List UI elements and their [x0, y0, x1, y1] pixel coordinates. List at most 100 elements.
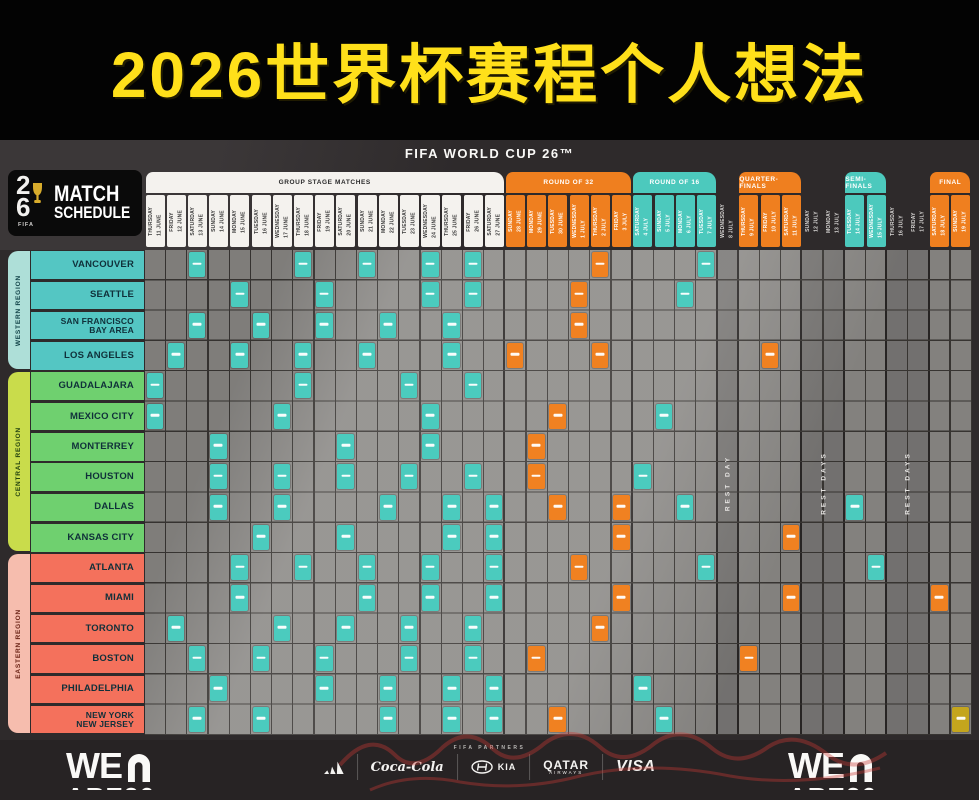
grid-column [145, 250, 165, 735]
match-cell-final [952, 706, 969, 732]
date-header-text: THURSDAY 2 JULY [592, 206, 608, 236]
rest-day-label: REST DAY [724, 454, 732, 511]
match-cell-r32 [528, 646, 545, 672]
date-header-text: TUESDAY 23 JUNE [402, 208, 417, 234]
date-header: MONDAY 15 JUNE [230, 195, 250, 247]
date-header-text: THURSDAY 9 JULY [741, 206, 756, 236]
city-label: VANCOUVER [31, 251, 144, 279]
date-header: WEDNESDAY 24 JUNE [421, 195, 441, 247]
match-cell-group [210, 676, 227, 702]
match-cell-r16 [676, 494, 694, 520]
city-label: NEW YORK NEW JERSEY [31, 705, 144, 734]
date-header: MONDAY 13 JULY [824, 195, 843, 247]
date-header: SUNDAY 12 JULY [803, 195, 822, 247]
match-cell-group [167, 342, 185, 369]
emblem-digit-2: 2 [16, 170, 31, 200]
city-label: MONTERREY [31, 433, 144, 461]
region-tab-label: EASTERN REGION [14, 608, 22, 679]
match-cell-group [422, 282, 439, 308]
trophy-icon [33, 183, 42, 203]
date-header: TUESDAY 16 JUNE [251, 195, 271, 247]
date-header-text: MONDAY 15 JUNE [232, 209, 247, 233]
stage-header-final: FINAL [930, 172, 971, 193]
city-label: PHILADELPHIA [31, 675, 144, 704]
grid-column [590, 250, 611, 735]
stage-header-r32: ROUND OF 32 [506, 172, 632, 193]
match-schedule-line2: SCHEDULE [54, 204, 131, 223]
we26-logo-left: WE ARE26 [66, 747, 155, 790]
match-cell-group [401, 615, 418, 641]
date-header: SUNDAY 19 JULY [951, 195, 971, 247]
match-cell-group [273, 615, 291, 641]
match-cell-sf [846, 494, 863, 520]
city-label: ATLANTA [31, 554, 144, 582]
grid-column [950, 250, 971, 735]
match-cell-r16 [655, 706, 672, 732]
date-header: THURSDAY 16 JULY [888, 195, 907, 247]
match-cell-group [231, 342, 248, 369]
grid-column [611, 250, 632, 735]
schedule-grid: REST DAY REST DAYS REST DAYS [145, 250, 972, 735]
sponsor-divider [356, 754, 358, 780]
match-cell-group [379, 706, 397, 732]
date-header: THURSDAY 25 JUNE [442, 195, 462, 247]
match-cell-group [443, 676, 460, 702]
city-label: SAN FRANCISCO BAY AREA [31, 311, 144, 340]
match-cell-group [485, 585, 503, 611]
date-header-text: WEDNESDAY 24 JUNE [423, 204, 438, 238]
date-header-text: THURSDAY 18 JUNE [296, 206, 311, 236]
match-cell-group [422, 252, 439, 278]
match-cell-r32 [613, 494, 630, 520]
city-label: KANSAS CITY [31, 524, 144, 552]
grid-column [865, 250, 886, 735]
date-header: TUESDAY 30 JUNE [548, 195, 568, 247]
match-cell-sf [867, 555, 884, 581]
date-header: WEDNESDAY 8 JULY [718, 195, 737, 247]
hyundai-oval-icon [471, 760, 493, 774]
sponsor-divider [529, 754, 531, 780]
date-header: MONDAY 29 JUNE [527, 195, 547, 247]
date-header-text: FRIDAY 10 JULY [762, 210, 778, 232]
date-header: WEDNESDAY 1 JULY [569, 195, 589, 247]
date-header: FRIDAY 3 JULY [612, 195, 632, 247]
match-cell-group [443, 342, 460, 369]
grid-column [547, 250, 568, 735]
date-header: MONDAY 22 JUNE [378, 195, 398, 247]
match-cell-group [295, 252, 312, 278]
match-cell-group [146, 403, 163, 429]
match-cell-group [295, 555, 312, 581]
match-cell-group [485, 494, 503, 520]
stage-header-sf: SEMI-FINALS [845, 172, 886, 193]
grid-column [293, 250, 314, 735]
match-cell-group [316, 646, 333, 672]
title-banner: 2026世界杯赛程个人想法 [0, 0, 979, 140]
match-cell-group [273, 464, 291, 490]
date-header: FRIDAY 17 JULY [909, 195, 928, 247]
match-cell-bronze [931, 585, 948, 611]
date-header-text: SATURDAY 20 JUNE [338, 206, 353, 236]
date-header: SATURDAY 18 JULY [930, 195, 950, 247]
match-cell-group [189, 646, 206, 672]
grid-column [844, 250, 865, 735]
city-label: TORONTO [31, 614, 144, 643]
date-header: SUNDAY 14 JUNE [209, 195, 229, 247]
date-header-text: SUNDAY 28 JUNE [508, 210, 523, 232]
date-header-text: SATURDAY 11 JULY [783, 206, 799, 236]
date-header: SATURDAY 13 JUNE [188, 195, 207, 247]
date-header-text: WEDNESDAY 1 JULY [571, 204, 587, 238]
region-tab-western: WESTERN REGION [8, 251, 30, 370]
grid-column [653, 250, 674, 735]
match-cell-group [210, 464, 227, 490]
match-cell-group [485, 524, 503, 550]
rest-day-label: REST DAYS [904, 450, 912, 515]
sponsor-divider [602, 754, 604, 780]
date-header-text: SATURDAY 27 JUNE [486, 206, 502, 236]
match-cell-group [464, 373, 482, 399]
date-header-text: WEDNESDAY 8 JULY [720, 204, 735, 238]
match-cell-r32 [549, 706, 566, 732]
date-header-text: THURSDAY 11 JUNE [147, 206, 163, 236]
date-header-text: TUESDAY 16 JUNE [253, 208, 269, 234]
match-schedule-logo: 2 6 FIFA MATCH SCHEDULE [8, 170, 142, 236]
date-header: TUESDAY 23 JUNE [400, 195, 420, 247]
match-cell-group [464, 464, 482, 490]
